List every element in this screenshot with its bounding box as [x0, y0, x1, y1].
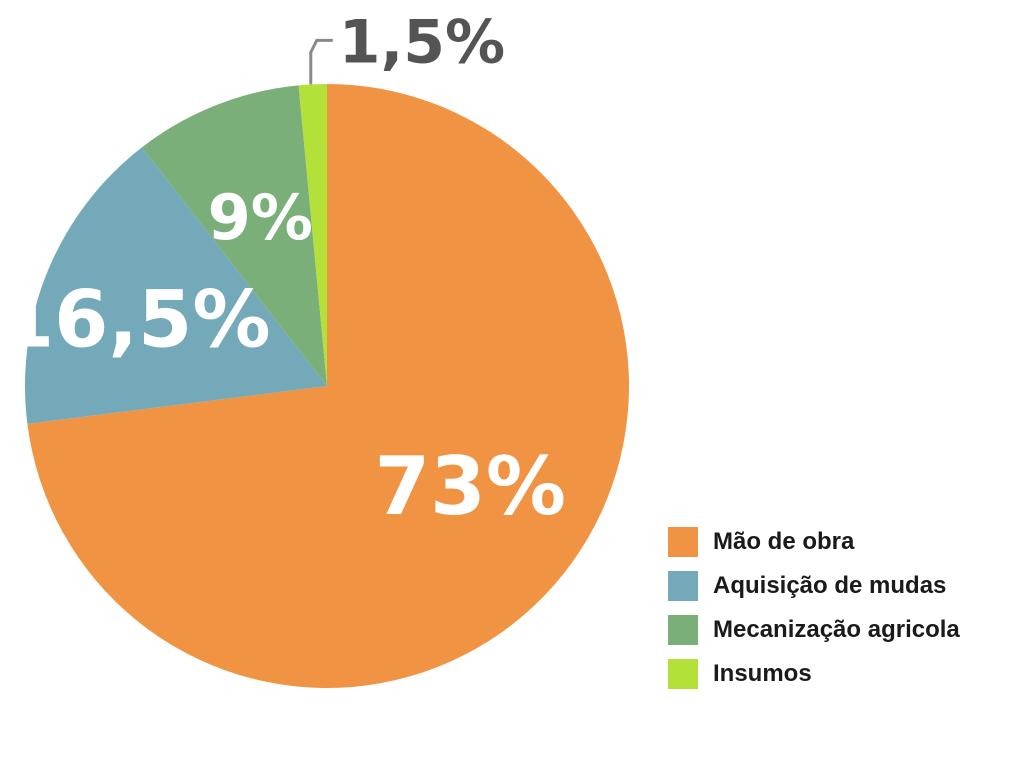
label-mao-de-obra: 73% [375, 440, 566, 533]
legend-swatch [668, 571, 698, 601]
legend: Mão de obra Aquisição de mudas Mecanizaç… [668, 520, 1018, 696]
slice-insumos [298, 84, 327, 386]
legend-label: Insumos [713, 660, 812, 687]
legend-label: Mecanização agricola [713, 616, 960, 643]
label-mecanizacao-agricola: 9% [208, 181, 313, 254]
legend-label: Aquisição de mudas [713, 572, 947, 599]
legend-item-insumos: Insumos [668, 652, 1018, 696]
legend-swatch [668, 615, 698, 645]
legend-swatch [668, 659, 698, 689]
legend-item-mecanizacao-agricola: Mecanização agricola [668, 608, 1018, 652]
slice-aquisicao-de-mudas [24, 147, 327, 424]
pie-slices [24, 84, 629, 688]
legend-item-aquisicao-de-mudas: Aquisição de mudas [668, 564, 1018, 608]
label-insumos: 1,5% [339, 7, 505, 77]
legend-label: Mão de obra [713, 528, 855, 555]
slice-mecanizacao-agricola [141, 85, 327, 387]
legend-swatch [668, 527, 698, 557]
leader-lines [309, 38, 333, 85]
slice-mao-de-obra [27, 84, 629, 688]
leader-line-insumos [309, 38, 333, 85]
legend-item-mao-de-obra: Mão de obra [668, 520, 1018, 564]
label-aquisicao-de-mudas: 16,5% [0, 275, 270, 365]
data-labels: 73% 16,5% 9% 1,5% [0, 7, 566, 533]
